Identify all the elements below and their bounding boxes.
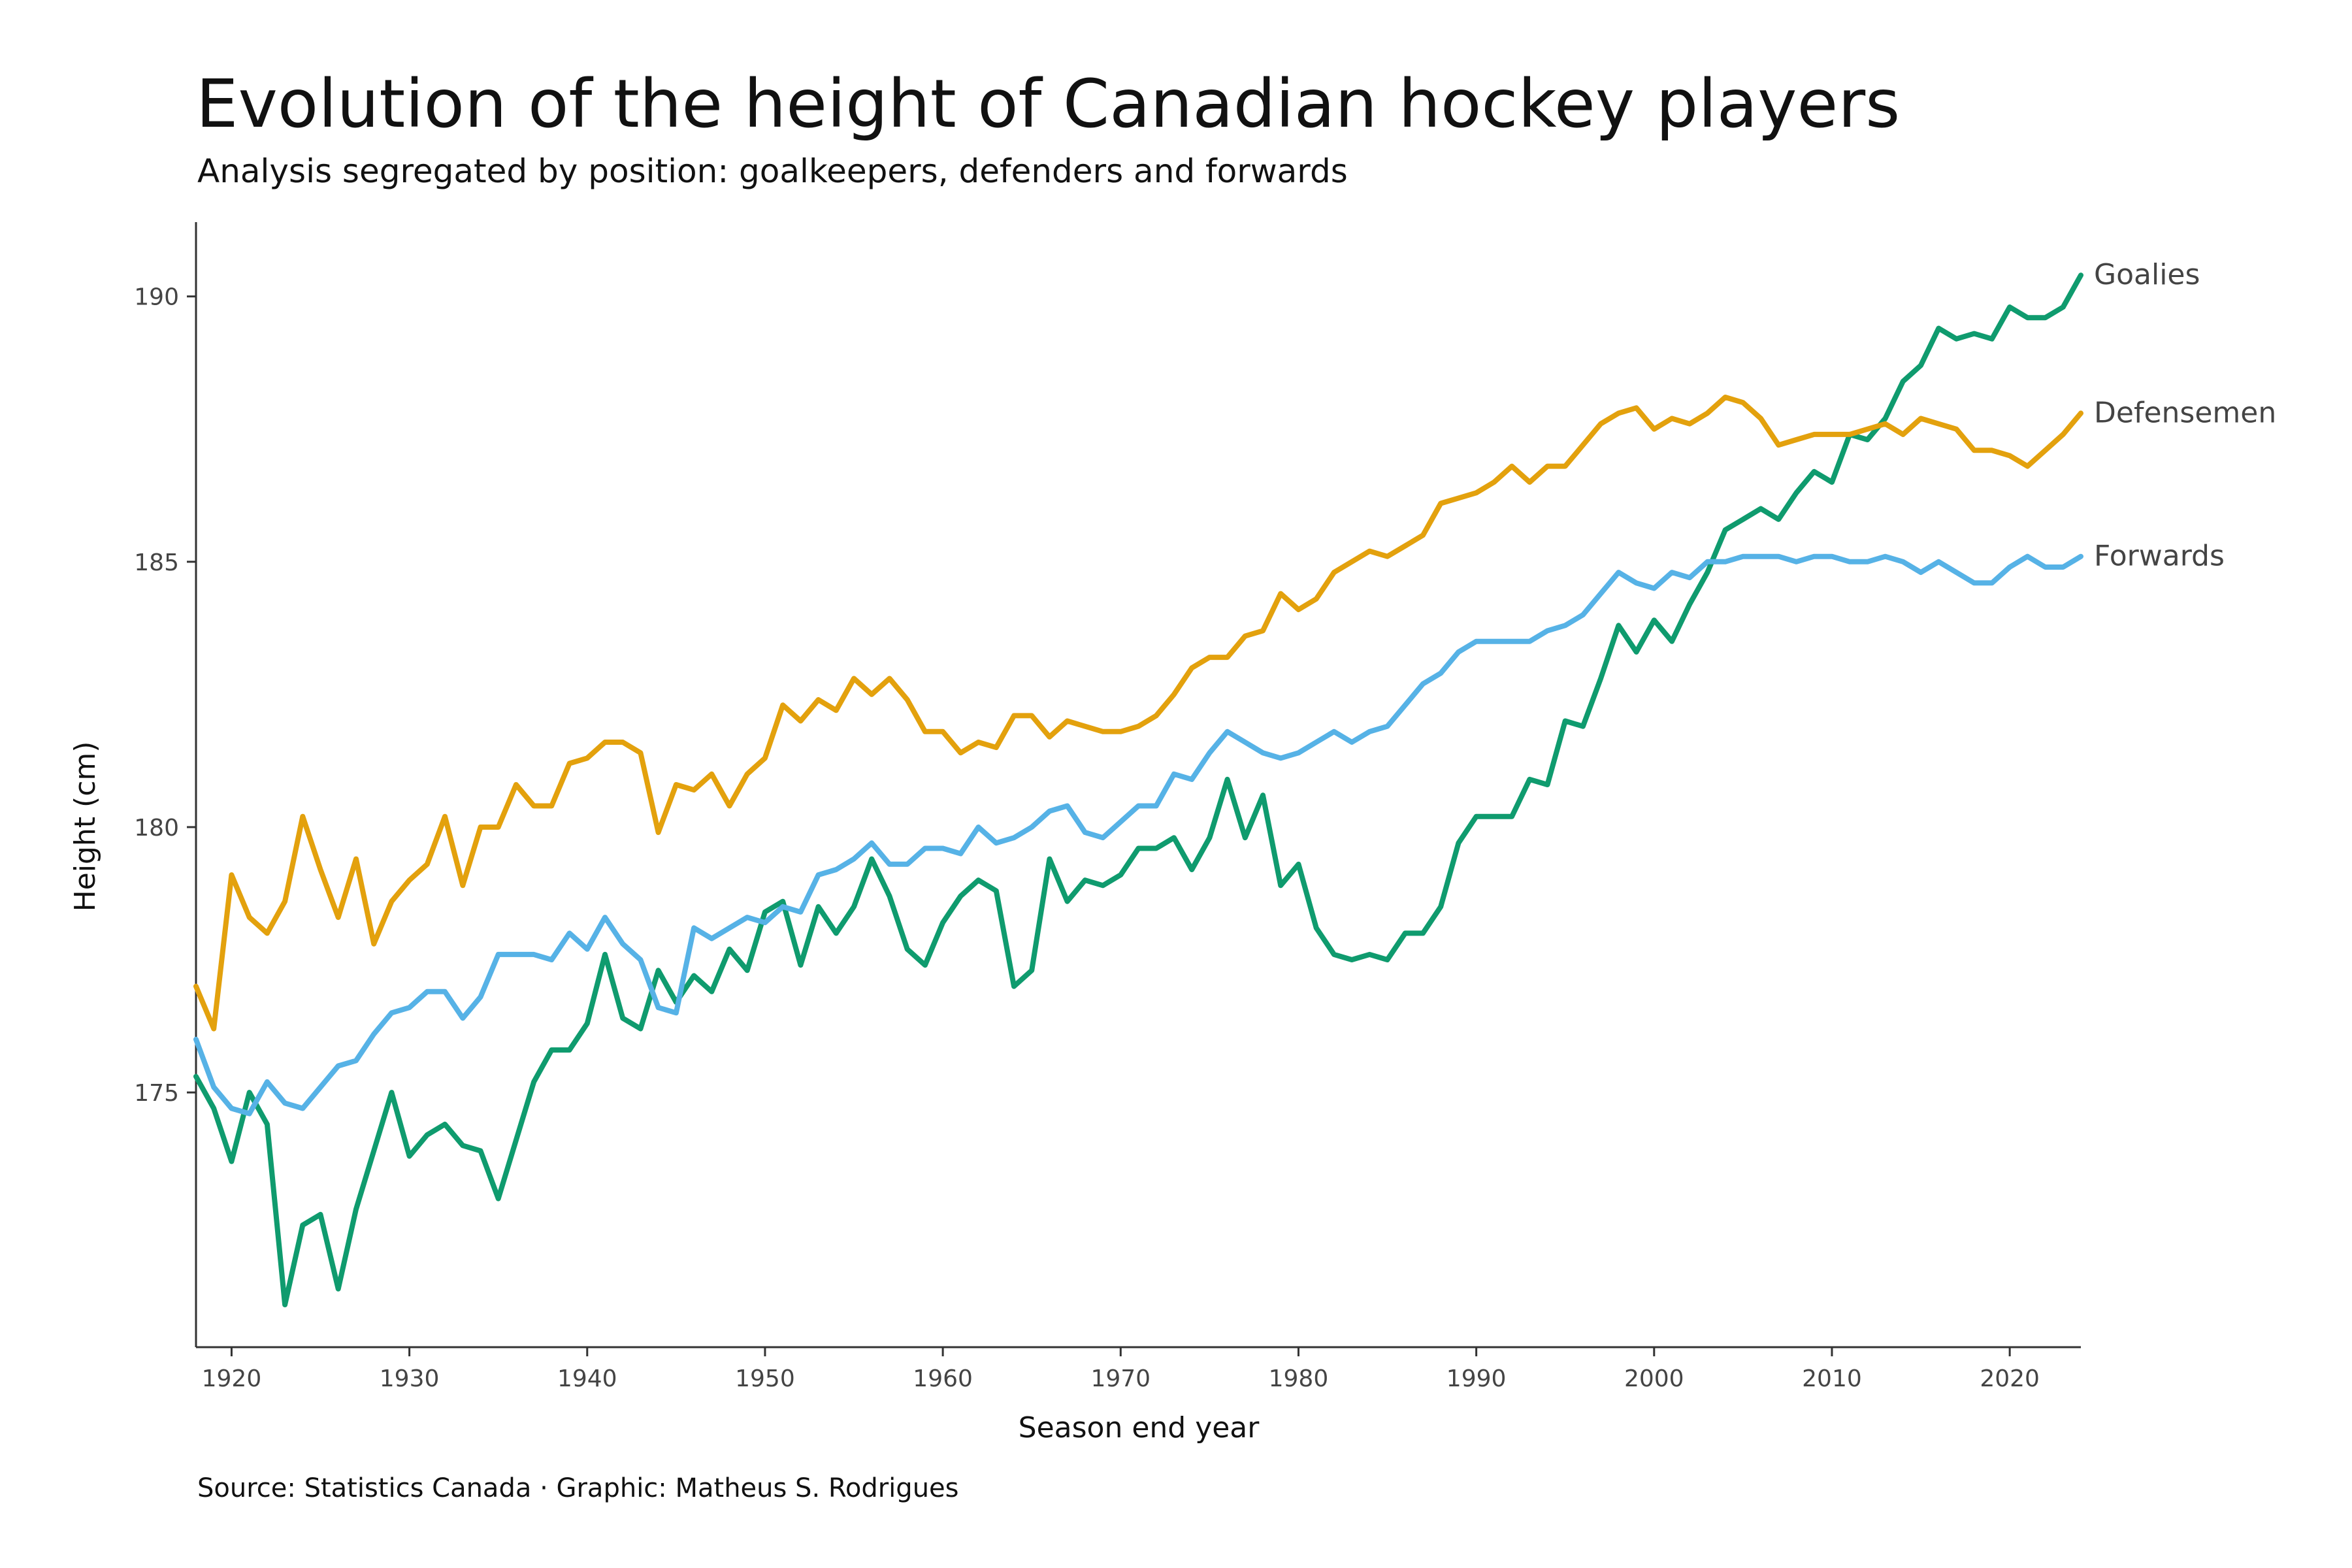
x-tick-label: 1940 (557, 1365, 617, 1392)
x-tick-label: 1930 (380, 1365, 440, 1392)
series-layer (193, 272, 2083, 1307)
axes: 1920 1930 1940 1950 1960 1970 1980 1990 2000 2010… (134, 222, 2081, 1392)
series-line-defensemen (193, 395, 2083, 1032)
series-line-goalies (193, 272, 2083, 1307)
x-tick-label: 2010 (1802, 1365, 1862, 1392)
y-tick-label: 180 (134, 815, 179, 841)
chart-title: Evolution of the height of Canadian hock… (196, 65, 1901, 143)
x-tick-label: 1980 (1269, 1365, 1329, 1392)
series-line-forwards (193, 553, 2083, 1117)
source-caption: Source: Statistics Canada · Graphic: Mat… (197, 1473, 959, 1503)
x-tick-label: 1950 (735, 1365, 795, 1392)
x-tick-label: 1970 (1090, 1365, 1151, 1392)
x-tick-label: 1960 (913, 1365, 973, 1392)
x-tick-label: 1920 (202, 1365, 262, 1392)
y-tick-label: 175 (134, 1080, 179, 1107)
series-label-goalies: Goalies (2094, 258, 2200, 291)
chart-subtitle: Analysis segregated by position: goalkee… (197, 152, 1348, 190)
y-tick-label: 185 (134, 549, 179, 576)
y-tick-label: 190 (134, 284, 179, 311)
x-tick-label: 1990 (1446, 1365, 1507, 1392)
x-tick-label: 2020 (1980, 1365, 2040, 1392)
y-axis-title: Height (cm) (69, 742, 102, 912)
x-axis-title: Season end year (1019, 1411, 1260, 1445)
series-labels: Goalies Defensemen Forwards (2094, 258, 2276, 573)
series-label-defensemen: Defensemen (2094, 396, 2276, 429)
series-label-forwards: Forwards (2094, 540, 2225, 573)
x-tick-label: 2000 (1624, 1365, 1684, 1392)
